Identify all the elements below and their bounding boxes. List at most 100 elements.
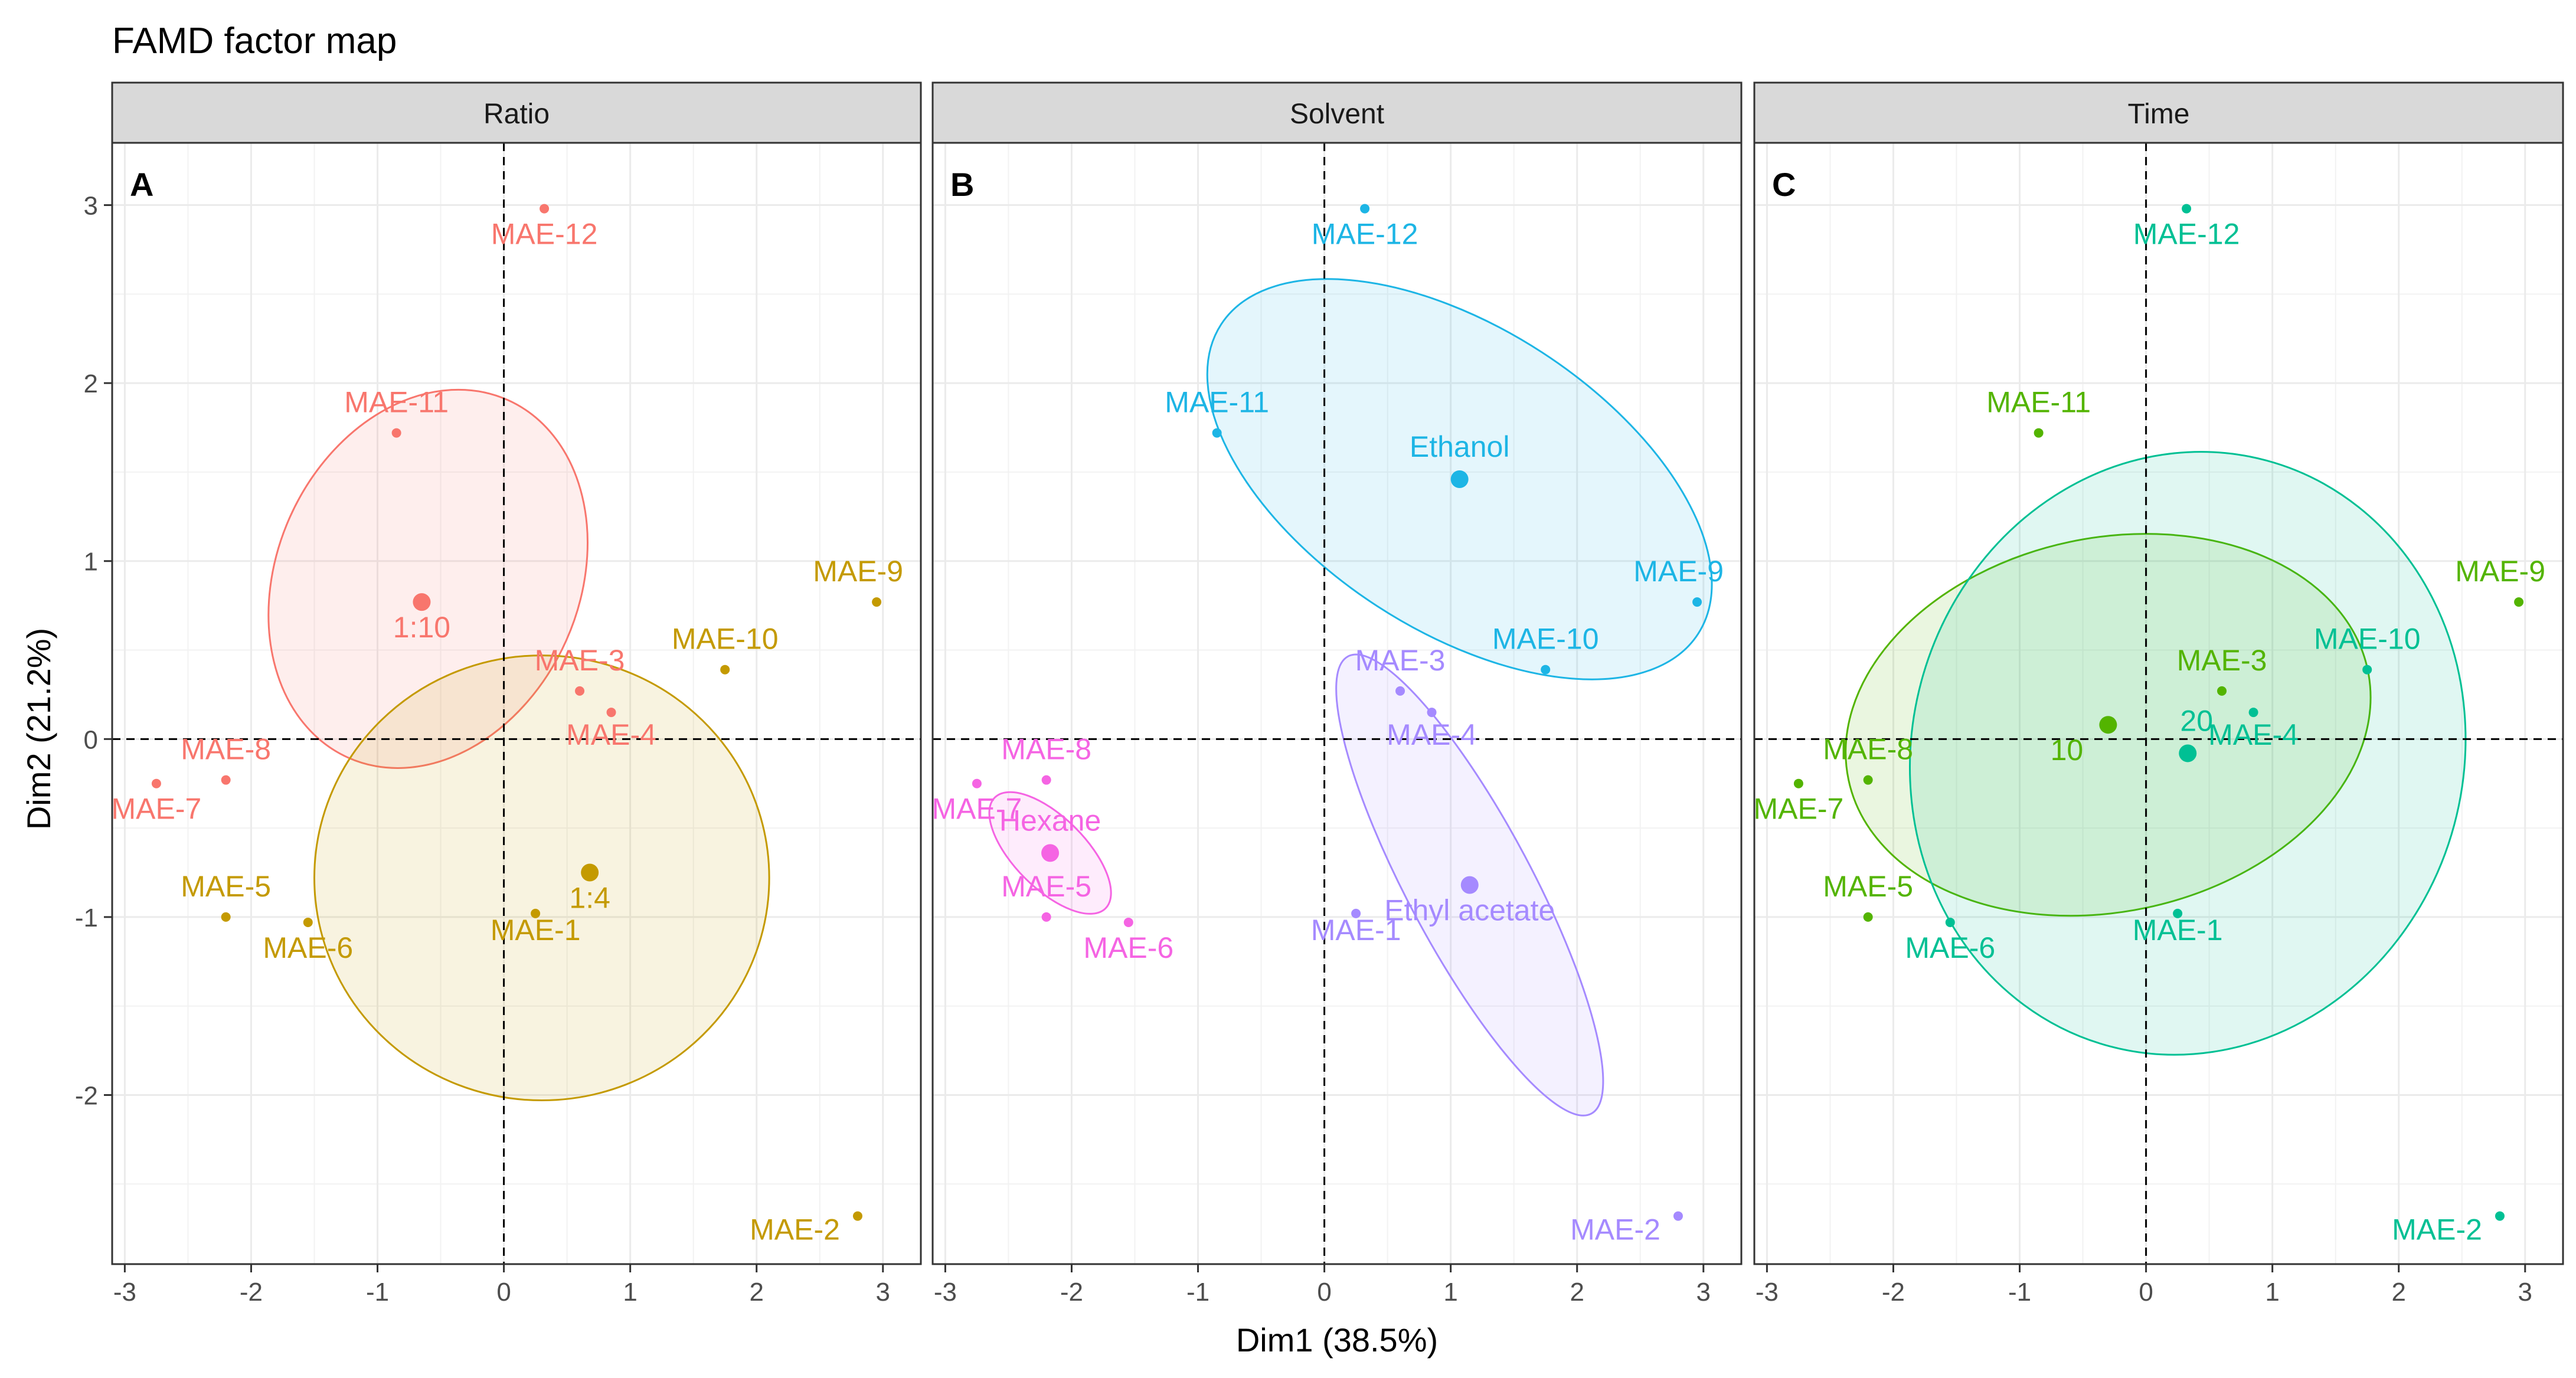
data-point [575, 686, 585, 696]
point-label: MAE-4 [1387, 718, 1477, 751]
x-tick-label: 2 [1570, 1278, 1584, 1307]
x-tick-label: -3 [113, 1278, 136, 1307]
point-label: MAE-10 [672, 623, 779, 656]
point-label: MAE-5 [181, 870, 271, 903]
data-point [2514, 597, 2524, 607]
group-centroid [2179, 744, 2197, 762]
data-point [1692, 597, 1702, 607]
group-centroid [2099, 716, 2117, 734]
data-point [2248, 708, 2258, 718]
point-label: MAE-6 [1905, 931, 1995, 964]
data-point [1395, 686, 1405, 696]
point-label: MAE-12 [1312, 218, 1418, 251]
group-centroid [1460, 876, 1479, 894]
y-tick-label: 3 [84, 192, 98, 221]
data-point [221, 775, 231, 785]
data-point [606, 708, 616, 718]
data-point [972, 778, 982, 788]
point-label: MAE-6 [1083, 931, 1173, 964]
data-point [1351, 908, 1361, 918]
x-tick-label: 3 [876, 1278, 890, 1307]
data-point [872, 597, 882, 607]
point-label: MAE-7 [932, 793, 1022, 826]
x-tick-label: 3 [1696, 1278, 1711, 1307]
y-tick-label: 0 [84, 725, 98, 754]
point-label: MAE-8 [1823, 733, 1913, 766]
point-label: MAE-7 [1754, 793, 1844, 826]
panel-letter: C [1772, 166, 1796, 203]
data-point [1863, 912, 1873, 922]
point-label: MAE-2 [750, 1213, 840, 1246]
point-label: MAE-6 [263, 931, 353, 964]
data-point [540, 204, 550, 214]
data-point [1673, 1211, 1683, 1221]
point-label: MAE-1 [2133, 914, 2223, 947]
data-point [2495, 1211, 2505, 1221]
x-tick-label: -2 [1882, 1278, 1905, 1307]
panel-border [1753, 142, 2564, 1265]
group-label: Ethanol [1410, 430, 1510, 463]
point-label: MAE-9 [813, 555, 903, 588]
x-tick-label: 1 [623, 1278, 637, 1307]
data-point [852, 1211, 862, 1221]
x-tick-label: 1 [1443, 1278, 1457, 1307]
group-label: 1:10 [393, 611, 450, 644]
group-centroid [413, 593, 431, 611]
group-centroid [1450, 470, 1469, 488]
group-label: 20 [2180, 704, 2213, 737]
point-label: MAE-7 [112, 793, 202, 826]
point-label: MAE-9 [1633, 555, 1724, 588]
data-point [1212, 428, 1222, 438]
facet-strip-label: Solvent [1290, 99, 1384, 130]
y-axis-title: Dim2 (21.2%) [20, 628, 57, 830]
x-axis-title: Dim1 (38.5%) [1236, 1321, 1438, 1359]
confidence-ellipse-1-10 [267, 388, 589, 769]
group-label: 1:4 [569, 882, 610, 915]
group-label: Hexane [999, 804, 1101, 837]
x-tick-label: -3 [934, 1278, 957, 1307]
confidence-ellipse-1-4 [313, 654, 770, 1102]
data-point [1041, 775, 1051, 785]
x-tick-label: 1 [2265, 1278, 2279, 1307]
y-tick-label: 1 [84, 548, 98, 577]
facet-strip-label: Time [2128, 99, 2190, 130]
data-point [1793, 778, 1803, 788]
point-label: MAE-11 [344, 386, 449, 419]
x-tick-label: 0 [496, 1278, 511, 1307]
data-point [2362, 665, 2372, 675]
point-label: MAE-12 [2133, 218, 2240, 251]
point-label: MAE-1 [1311, 914, 1401, 947]
y-tick-label: -2 [75, 1081, 98, 1110]
group-centroid [1041, 844, 1060, 862]
group-label: Ethyl acetate [1384, 894, 1555, 927]
point-label: MAE-4 [2208, 718, 2299, 751]
data-point [391, 428, 401, 438]
data-point [531, 908, 541, 918]
x-tick-label: -3 [1756, 1278, 1779, 1307]
point-label: MAE-5 [1001, 870, 1091, 903]
x-tick-label: -2 [1060, 1278, 1083, 1307]
x-tick-label: 2 [749, 1278, 763, 1307]
facet-strip [111, 81, 922, 144]
data-point [1863, 775, 1873, 785]
data-point [1945, 917, 1955, 927]
y-tick-label: -1 [75, 904, 98, 932]
point-label: MAE-1 [491, 914, 581, 947]
point-label: MAE-2 [2392, 1213, 2482, 1246]
point-label: MAE-8 [1001, 733, 1091, 766]
chart-title: FAMD factor map [112, 21, 397, 61]
point-label: MAE-9 [2455, 555, 2545, 588]
panel-solvent: Solvent MAE-1 MAE-2 MAE-3 MAE-4 MAE-5 MAE-6 MAE… [931, 81, 1743, 1307]
point-label: MAE-11 [1986, 386, 2091, 419]
data-point [2182, 204, 2192, 214]
panel-time: Time MAE-1 MAE-2 MAE-3 MAE-4 MAE-5 MAE-6 MAE-7 M… [1753, 81, 2564, 1307]
point-label: MAE-3 [2177, 644, 2267, 677]
data-point [2217, 686, 2227, 696]
data-point [1541, 665, 1551, 675]
data-point [303, 917, 313, 927]
point-label: MAE-2 [1570, 1213, 1660, 1246]
x-tick-label: 0 [2139, 1278, 2153, 1307]
point-label: MAE-11 [1165, 386, 1269, 419]
data-point [2173, 908, 2183, 918]
facet-strip [931, 81, 1743, 144]
